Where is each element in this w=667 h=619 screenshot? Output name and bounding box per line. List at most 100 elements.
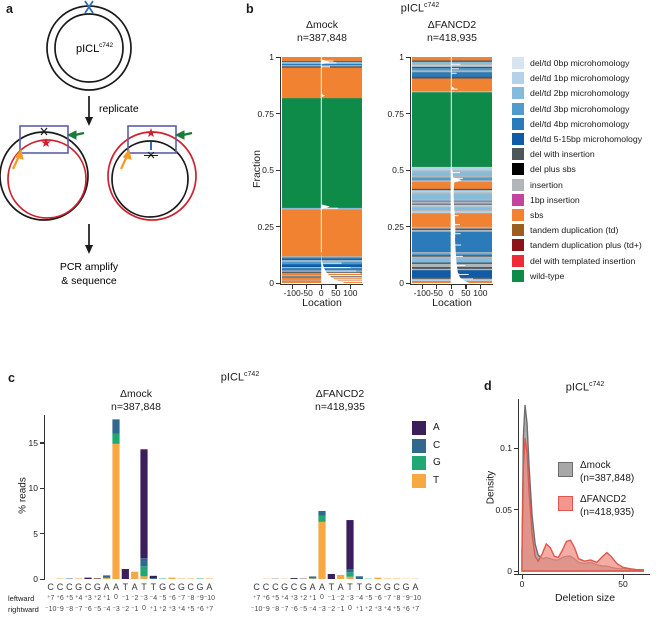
axis-row-item: ⁺4: [177, 606, 186, 613]
legend-swatch: [512, 254, 524, 267]
axis-row-item: ⁻9: [402, 595, 410, 602]
legend-item: del/td 1bp microhomology: [512, 72, 662, 86]
orange-primer-icon: [120, 148, 132, 170]
panel-d-xaxis: [514, 574, 650, 576]
axis-row-item: ⁻2: [130, 595, 139, 602]
axis-row-item: C: [262, 582, 270, 592]
bar-segment: [103, 578, 111, 579]
axis-row-item: ⁻1: [336, 606, 345, 613]
legend-item: del plus sbs: [512, 163, 662, 177]
stack-segment: [412, 92, 492, 167]
legend-label: wild-type: [530, 270, 565, 281]
axis-row-item: ⁻5: [93, 606, 102, 613]
icl-crosslink-icon: [84, 0, 94, 14]
axis-row-item: ⁺4: [383, 606, 392, 613]
legend-swatch: [512, 193, 524, 206]
axis-row-item: G: [75, 582, 83, 592]
bar-segment: [131, 571, 139, 579]
replicate-arrow-icon: [85, 96, 93, 126]
stack-segment: [282, 255, 362, 258]
bar-segment: [346, 576, 354, 579]
panel-d-label: d: [484, 379, 492, 393]
x-tick-mark: [335, 285, 337, 289]
bar-segment: [346, 572, 354, 577]
legend-label: del/td 3bp microhomology: [530, 103, 630, 114]
legend-swatch: [512, 102, 524, 115]
x-tick-label: -100: [283, 288, 301, 298]
axis-row-item: C: [47, 582, 54, 592]
read-streak: [321, 272, 361, 274]
read-streak: [451, 68, 459, 70]
plasmid-name: pICL: [76, 43, 99, 55]
axis-row-item: ⁺2: [364, 606, 373, 613]
axis-row-item: ⁻3: [346, 595, 354, 602]
x-tick-mark: [479, 285, 482, 289]
bar-segment: [140, 558, 148, 567]
mock-legend-label: Δmock: [580, 460, 611, 471]
axis-row-item: ⁺1: [308, 595, 317, 602]
y-tick-mark: [276, 56, 280, 58]
axis-row-item: ⁻3: [318, 606, 326, 613]
panel-d-yaxis: [518, 399, 520, 575]
legend-item: tandem duplication (td): [512, 224, 662, 238]
axis-row-item: G: [281, 582, 289, 592]
mock-swatch: [558, 462, 573, 477]
read-streak: [451, 264, 466, 266]
axis-row-item: ⁻4: [102, 606, 111, 613]
legend-swatch: [512, 117, 524, 130]
axis-row-item: 0: [320, 594, 324, 601]
x-tick-mark: [465, 285, 467, 289]
read-streak: [451, 278, 474, 280]
bar-segment: [337, 574, 345, 579]
nt-legend-swatch: [412, 473, 426, 488]
stack-segment: [282, 63, 362, 66]
y-tick-label: 1: [269, 52, 274, 62]
axis-row-item: ⁻8: [271, 606, 280, 613]
axis-row-item: ⁻7: [280, 606, 289, 613]
axis-row-item: C: [290, 582, 298, 592]
read-streak: [321, 62, 337, 64]
axis-row-item: ⁻9: [262, 606, 270, 613]
axis-row-item: 0: [114, 594, 118, 601]
panel-b-label: b: [246, 2, 254, 16]
read-streak: [451, 273, 469, 275]
legend-swatch: [512, 133, 524, 145]
legend-label: del/td 0bp microhomology: [530, 58, 630, 68]
daughter-left: [0, 125, 89, 221]
axis-row-item: A: [309, 582, 316, 592]
bar-segment: [112, 419, 120, 434]
bar-segment: [346, 520, 354, 570]
stack-segment: [412, 61, 492, 64]
axis-row-item: ⁺3: [290, 595, 298, 602]
panel-c-leftward-label: leftward: [8, 594, 35, 603]
axis-row-item: T: [150, 582, 157, 592]
x-tick-mark: [421, 285, 423, 289]
y-tick-mark: [40, 487, 44, 489]
read-streak: [321, 262, 342, 264]
axis-row-item: ⁺3: [84, 595, 92, 602]
deletion-size-density-chart: [521, 404, 644, 572]
read-streak: [451, 63, 461, 65]
axis-row-item: ⁺3: [168, 606, 176, 613]
x-tick-label: -50: [300, 288, 313, 298]
axis-row-item: ⁺7: [46, 595, 55, 602]
stack-segment: [282, 257, 362, 259]
panel-b-xlabel-2: Location: [432, 297, 472, 309]
bar-segment: [103, 575, 111, 578]
legend-label: del/td 4bp microhomology: [530, 118, 630, 129]
bar-segment: [84, 577, 92, 579]
axis-row-item: ⁻1: [130, 606, 139, 613]
panel-c-subtitle-mock: Δmock n=387,848: [111, 388, 161, 413]
axis-row-item: 0: [142, 605, 146, 612]
nt-legend-label: A: [433, 422, 440, 433]
axis-row-item: ⁺7: [205, 606, 214, 613]
deletion-wedge: [321, 252, 344, 283]
fancd2-legend-n: (n=418,935): [580, 507, 635, 518]
red-star-icon: [41, 138, 51, 148]
axis-row-item: C: [84, 582, 92, 592]
axis-row-item: ⁻8: [186, 595, 195, 602]
axis-row-item: ⁺5: [186, 606, 195, 613]
stack-segment: [412, 66, 492, 69]
legend-item: tandem duplication plus (td+): [512, 239, 662, 253]
legend-label: insertion: [530, 179, 563, 190]
